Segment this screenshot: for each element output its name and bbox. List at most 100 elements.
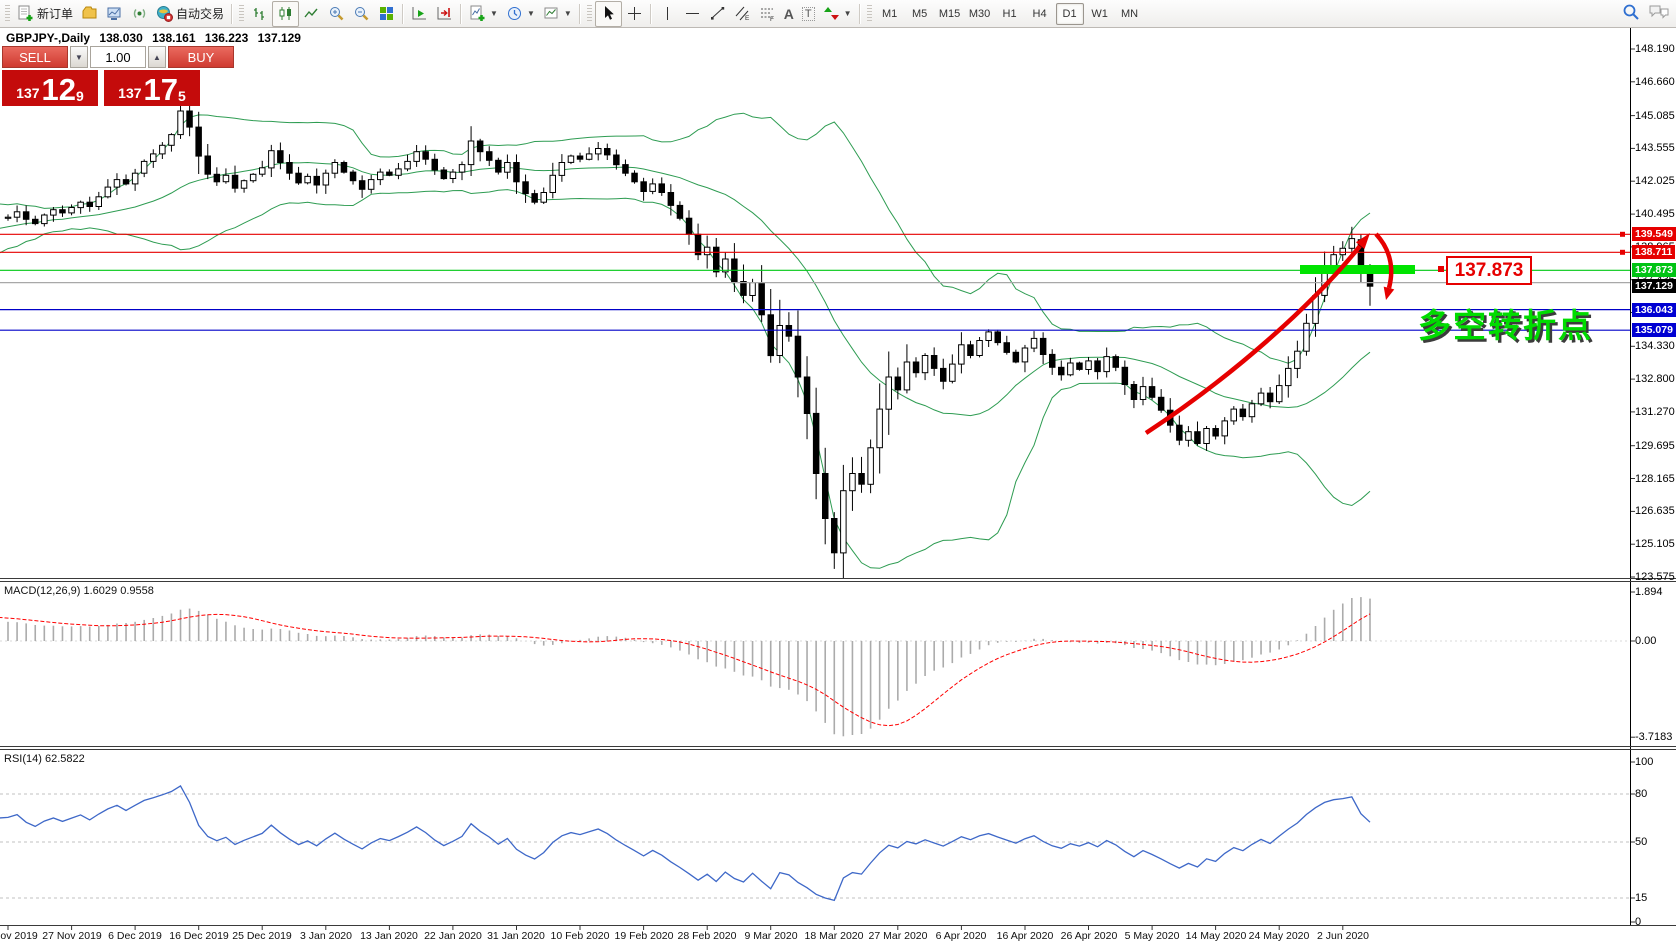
quote-open: 138.030: [99, 31, 143, 45]
toolbar-grip: [586, 4, 592, 23]
buy-price-pips: 17: [143, 72, 179, 107]
timeframe-button-MN[interactable]: MN: [1121, 7, 1139, 20]
volume-increment[interactable]: ▲: [148, 46, 166, 68]
price-axis-label: 140.495: [1635, 208, 1675, 220]
new-order-button[interactable]: 新订单: [13, 2, 77, 26]
price-axis-label: 132.800: [1635, 373, 1675, 385]
zoom-out-button[interactable]: [349, 2, 374, 26]
volume-decrement[interactable]: ▼: [70, 46, 88, 68]
time-axis-label: 31 Jan 2020: [487, 930, 545, 942]
volume-input[interactable]: 1.00: [90, 46, 146, 68]
bar-chart-button[interactable]: [247, 2, 272, 26]
timeframe-button-M1[interactable]: M1: [881, 7, 898, 20]
autotrading-button[interactable]: 自动交易: [152, 2, 228, 26]
buy-price-display[interactable]: 137 17 5: [104, 70, 200, 106]
timeframe-button-M5[interactable]: M5: [911, 7, 928, 20]
timeframe-button-H1[interactable]: H1: [1002, 7, 1017, 20]
timeframe-button-M15[interactable]: M15: [938, 7, 961, 20]
sell-price-point: 9: [76, 88, 84, 104]
sell-button[interactable]: SELL: [2, 46, 68, 68]
price-axis-label: 142.025: [1635, 175, 1675, 187]
time-axis-label: 27 Mar 2020: [868, 930, 928, 942]
auto-scroll-button[interactable]: [407, 2, 432, 26]
price-label-anchor[interactable]: [1438, 266, 1444, 272]
zoom-out-icon: [355, 7, 369, 21]
quote-low: 136.223: [204, 31, 249, 45]
time-axis-label: 6 Dec 2019: [108, 930, 162, 942]
chat-icon[interactable]: [1648, 3, 1670, 21]
buy-price-point: 5: [178, 88, 186, 104]
search-icon[interactable]: [1622, 3, 1640, 21]
time-axis[interactable]: 18 Nov 2019 27 Nov 2019 6 Dec 2019 16 Dec 2…: [0, 930, 1676, 946]
cursor-tool-button[interactable]: [594, 0, 622, 27]
macd-layer: [0, 597, 1630, 737]
profiles-button[interactable]: [77, 2, 102, 26]
macd-axis-label: -3.7183: [1635, 731, 1673, 743]
annotation-text[interactable]: 多空转折点: [1418, 307, 1593, 344]
arrows-tool-button[interactable]: ▼: [819, 2, 856, 26]
candlestick-chart-button[interactable]: [272, 0, 300, 27]
zoom-in-icon: [330, 7, 344, 21]
timeframe-button-H4[interactable]: H4: [1032, 7, 1047, 20]
trend-arrows-layer[interactable]: [1144, 232, 1395, 435]
rsi-axis-label: 100: [1635, 756, 1654, 768]
price-label-box[interactable]: 137.873: [1446, 256, 1532, 285]
timeframe-toolbar: M1 M5 M15 M30 H1 H4 D1 W1 MN: [875, 2, 1145, 25]
time-axis-label: 9 Mar 2020: [744, 930, 798, 942]
price-axis-label: 145.085: [1635, 110, 1675, 122]
timeframe-button-W1[interactable]: W1: [1091, 7, 1108, 20]
fibonacci-icon: F: [760, 8, 774, 22]
buy-button[interactable]: BUY: [168, 46, 234, 68]
horizontal-line-tool-button[interactable]: [680, 2, 705, 26]
tile-windows-button[interactable]: [374, 2, 399, 26]
price-axis-label: 126.635: [1635, 505, 1675, 517]
periods-button[interactable]: ▼: [502, 2, 539, 26]
sell-price-display[interactable]: 137 12 9: [2, 70, 98, 106]
toolbar-separator: [649, 3, 652, 24]
time-axis-label: 2 Jun 2020: [1317, 930, 1369, 942]
price-axis-label: 123.575: [1635, 571, 1675, 583]
indicators-icon: [470, 5, 485, 21]
timeframe-button-M30[interactable]: M30: [968, 7, 991, 20]
rsi-axis-label: 0: [1635, 916, 1642, 928]
svg-text:E: E: [745, 15, 750, 22]
tile-windows-icon: [380, 7, 394, 20]
price-tag: 137.873: [1632, 263, 1676, 277]
crosshair-tool-button[interactable]: [622, 2, 647, 26]
time-axis-label: 22 Jan 2020: [424, 930, 482, 942]
templates-icon: [544, 7, 558, 19]
horizontal-lines-layer[interactable]: [0, 231, 1630, 331]
indicators-button[interactable]: ▼: [465, 2, 502, 26]
channel-icon: E: [735, 6, 750, 22]
equidistant-channel-tool-button[interactable]: E: [730, 2, 755, 26]
text-tool-button[interactable]: A: [780, 2, 798, 26]
price-tag: 139.549: [1632, 227, 1676, 241]
signals-button[interactable]: [127, 2, 152, 26]
pane-separator[interactable]: [0, 581, 1676, 582]
chart-shift-button[interactable]: [432, 2, 457, 26]
time-axis-label: 5 May 2020: [1124, 930, 1180, 942]
text-label-tool-button[interactable]: T: [798, 2, 819, 26]
horizontal-line-icon: [685, 13, 699, 14]
crosshair-icon: [627, 7, 641, 20]
market-watch-button[interactable]: [102, 2, 127, 26]
rsi-layer: [0, 784, 1630, 902]
pane-separator[interactable]: [0, 746, 1676, 747]
toolbar-separator: [231, 3, 234, 24]
trendline-tool-button[interactable]: [705, 2, 730, 26]
line-chart-button[interactable]: [299, 2, 324, 26]
templates-button[interactable]: ▼: [539, 2, 576, 26]
pane-separator[interactable]: [0, 749, 1676, 750]
fibonacci-tool-button[interactable]: F: [755, 2, 780, 26]
timeframe-button-D1[interactable]: D1: [1055, 2, 1084, 25]
pane-separator[interactable]: [0, 578, 1676, 579]
price-axis-label: 134.330: [1635, 340, 1675, 352]
chart-shift-icon: [437, 7, 452, 20]
zoom-in-button[interactable]: [324, 2, 349, 26]
toolbar-grip: [239, 4, 245, 23]
candlestick-chart-icon: [279, 7, 292, 20]
vertical-line-tool-button[interactable]: [655, 2, 680, 26]
price-axis-label: 128.165: [1635, 473, 1675, 485]
toolbar-separator: [858, 3, 861, 24]
